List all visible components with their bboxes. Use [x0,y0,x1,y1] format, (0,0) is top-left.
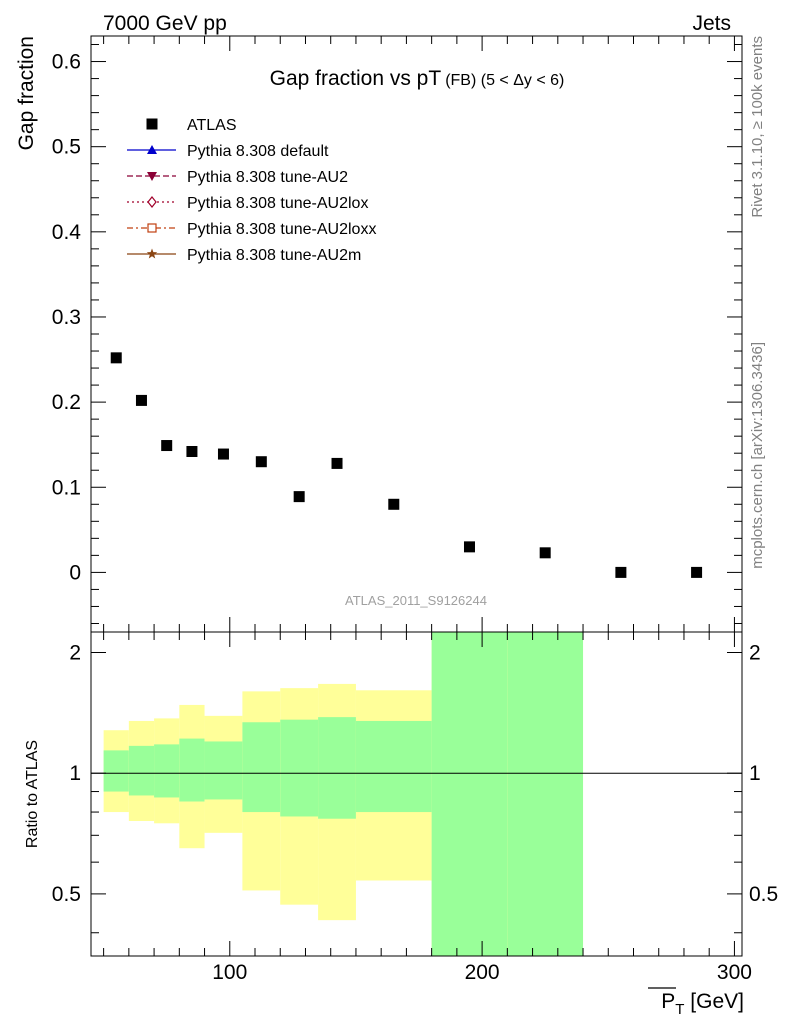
stat-uncertainty-band [355,720,432,813]
plot-title: Gap fraction vs pT (FB) (5 < Δy < 6) [270,67,565,90]
analysis-watermark: ATLAS_2011_S9126244 [345,593,487,608]
y-tick-label: 0.4 [52,221,82,244]
y-tick-label: 0 [69,561,81,584]
process-label: Jets [692,12,731,35]
ratio-frame [90,631,743,957]
energy-label: 7000 GeV pp [103,12,227,35]
atlas-data-point [331,457,343,469]
atlas-data-point [161,440,173,452]
atlas-data-point [691,566,703,578]
legend-marker [146,248,158,259]
atlas-data-point [539,547,551,559]
stat-uncertainty-band [179,738,205,802]
x-tick-label: 100 [212,961,247,984]
ratio-ylabel: Ratio to ATLAS [24,740,41,848]
stat-uncertainty-band [242,722,281,813]
legend-item: Pythia 8.308 default [127,143,329,160]
stat-uncertainty-band [431,632,508,956]
legend-item: Pythia 8.308 tune-AU2 [127,169,348,186]
legend-item: Pythia 8.308 tune-AU2lox [127,195,368,212]
legend-label: Pythia 8.308 default [187,143,329,160]
ratio-content [91,632,742,956]
ratio-y-tick-label: 1 [69,762,81,785]
atlas-data-point [388,498,400,510]
legend-item: Pythia 8.308 tune-AU2m [127,247,361,264]
legend-marker [147,196,157,208]
legend-marker [147,172,157,181]
main-panel: 0 0.1 0.2 0.3 0.4 0.5 0.6 Gap fraction Gap fra… [15,35,743,633]
legend-marker [147,223,157,233]
stat-uncertainty-band [507,632,584,956]
main-content [110,352,703,578]
legend-label: Pythia 8.308 tune-AU2 [187,169,348,186]
legend-label: ATLAS [187,117,237,134]
y-tick-label: 0.3 [52,306,81,329]
ratio-y-tick-label: 2 [69,642,81,665]
atlas-data-point [110,352,122,364]
legend-item: Pythia 8.308 tune-AU2loxx [127,221,376,238]
legend-label: Pythia 8.308 tune-AU2lox [187,195,368,212]
y-tick-label: 0.5 [52,136,81,159]
ratio-axis-ticks: 100 200 300 0.5 0.5 1 1 2 2 [52,632,778,984]
ratio-y-tick-label: 0.5 [52,883,81,906]
ratio-y-tick-label-right: 0.5 [749,883,778,906]
atlas-data-point [255,456,267,468]
atlas-data-point [293,491,305,503]
x-axis-label-unit: [GeV] [684,990,744,1013]
main-ylabel: Gap fraction [15,36,38,150]
x-tick-label: 300 [717,961,752,984]
stat-uncertainty-band [280,719,319,817]
ratio-y-tick-label-right: 2 [749,642,761,665]
ratio-y-tick-label-right: 1 [749,762,761,785]
stat-uncertainty-band [318,717,356,819]
svg-text:PT [GeV]: PT [GeV] [661,990,744,1018]
stat-uncertainty-band [204,741,243,800]
atlas-data-point [463,541,475,553]
main-axis-ticks: 0 0.1 0.2 0.3 0.4 0.5 0.6 [52,36,742,632]
y-tick-label: 0.6 [52,51,81,74]
x-axis-label: PT [GeV] [648,987,744,1018]
atlas-data-point [615,566,627,578]
stat-uncertainty-band [154,744,180,798]
x-axis-label-sub: T [675,1001,684,1018]
legend-marker [146,118,158,130]
legend: ATLAS Pythia 8.308 default Pythia 8.308 tu… [127,117,376,264]
atlas-data-point [217,448,229,460]
legend-marker [147,145,157,154]
stat-uncertainty-band [128,745,155,796]
legend-label: Pythia 8.308 tune-AU2m [187,247,361,264]
stat-uncertainty-band [103,750,129,792]
atlas-data-point [186,445,198,457]
legend-label: Pythia 8.308 tune-AU2loxx [187,221,376,238]
ratio-panel: 100 200 300 0.5 0.5 1 1 2 2 Ratio to ATLAS PT [G… [24,631,778,1018]
legend-item: ATLAS [146,117,237,134]
plot-title-sub: (FB) (5 < Δy < 6) [445,72,564,89]
mcplots-label: mcplots.cern.ch [arXiv:1306.3436] [749,342,766,569]
rivet-label: Rivet 3.1.10, ≥ 100k events [749,36,766,218]
y-tick-label: 0.1 [52,476,81,499]
x-axis-label-main: P [661,990,675,1013]
x-tick-label: 200 [465,961,500,984]
plot-title-main: Gap fraction vs pT [270,67,442,90]
y-tick-label: 0.2 [52,391,81,414]
atlas-data-point [135,394,147,406]
